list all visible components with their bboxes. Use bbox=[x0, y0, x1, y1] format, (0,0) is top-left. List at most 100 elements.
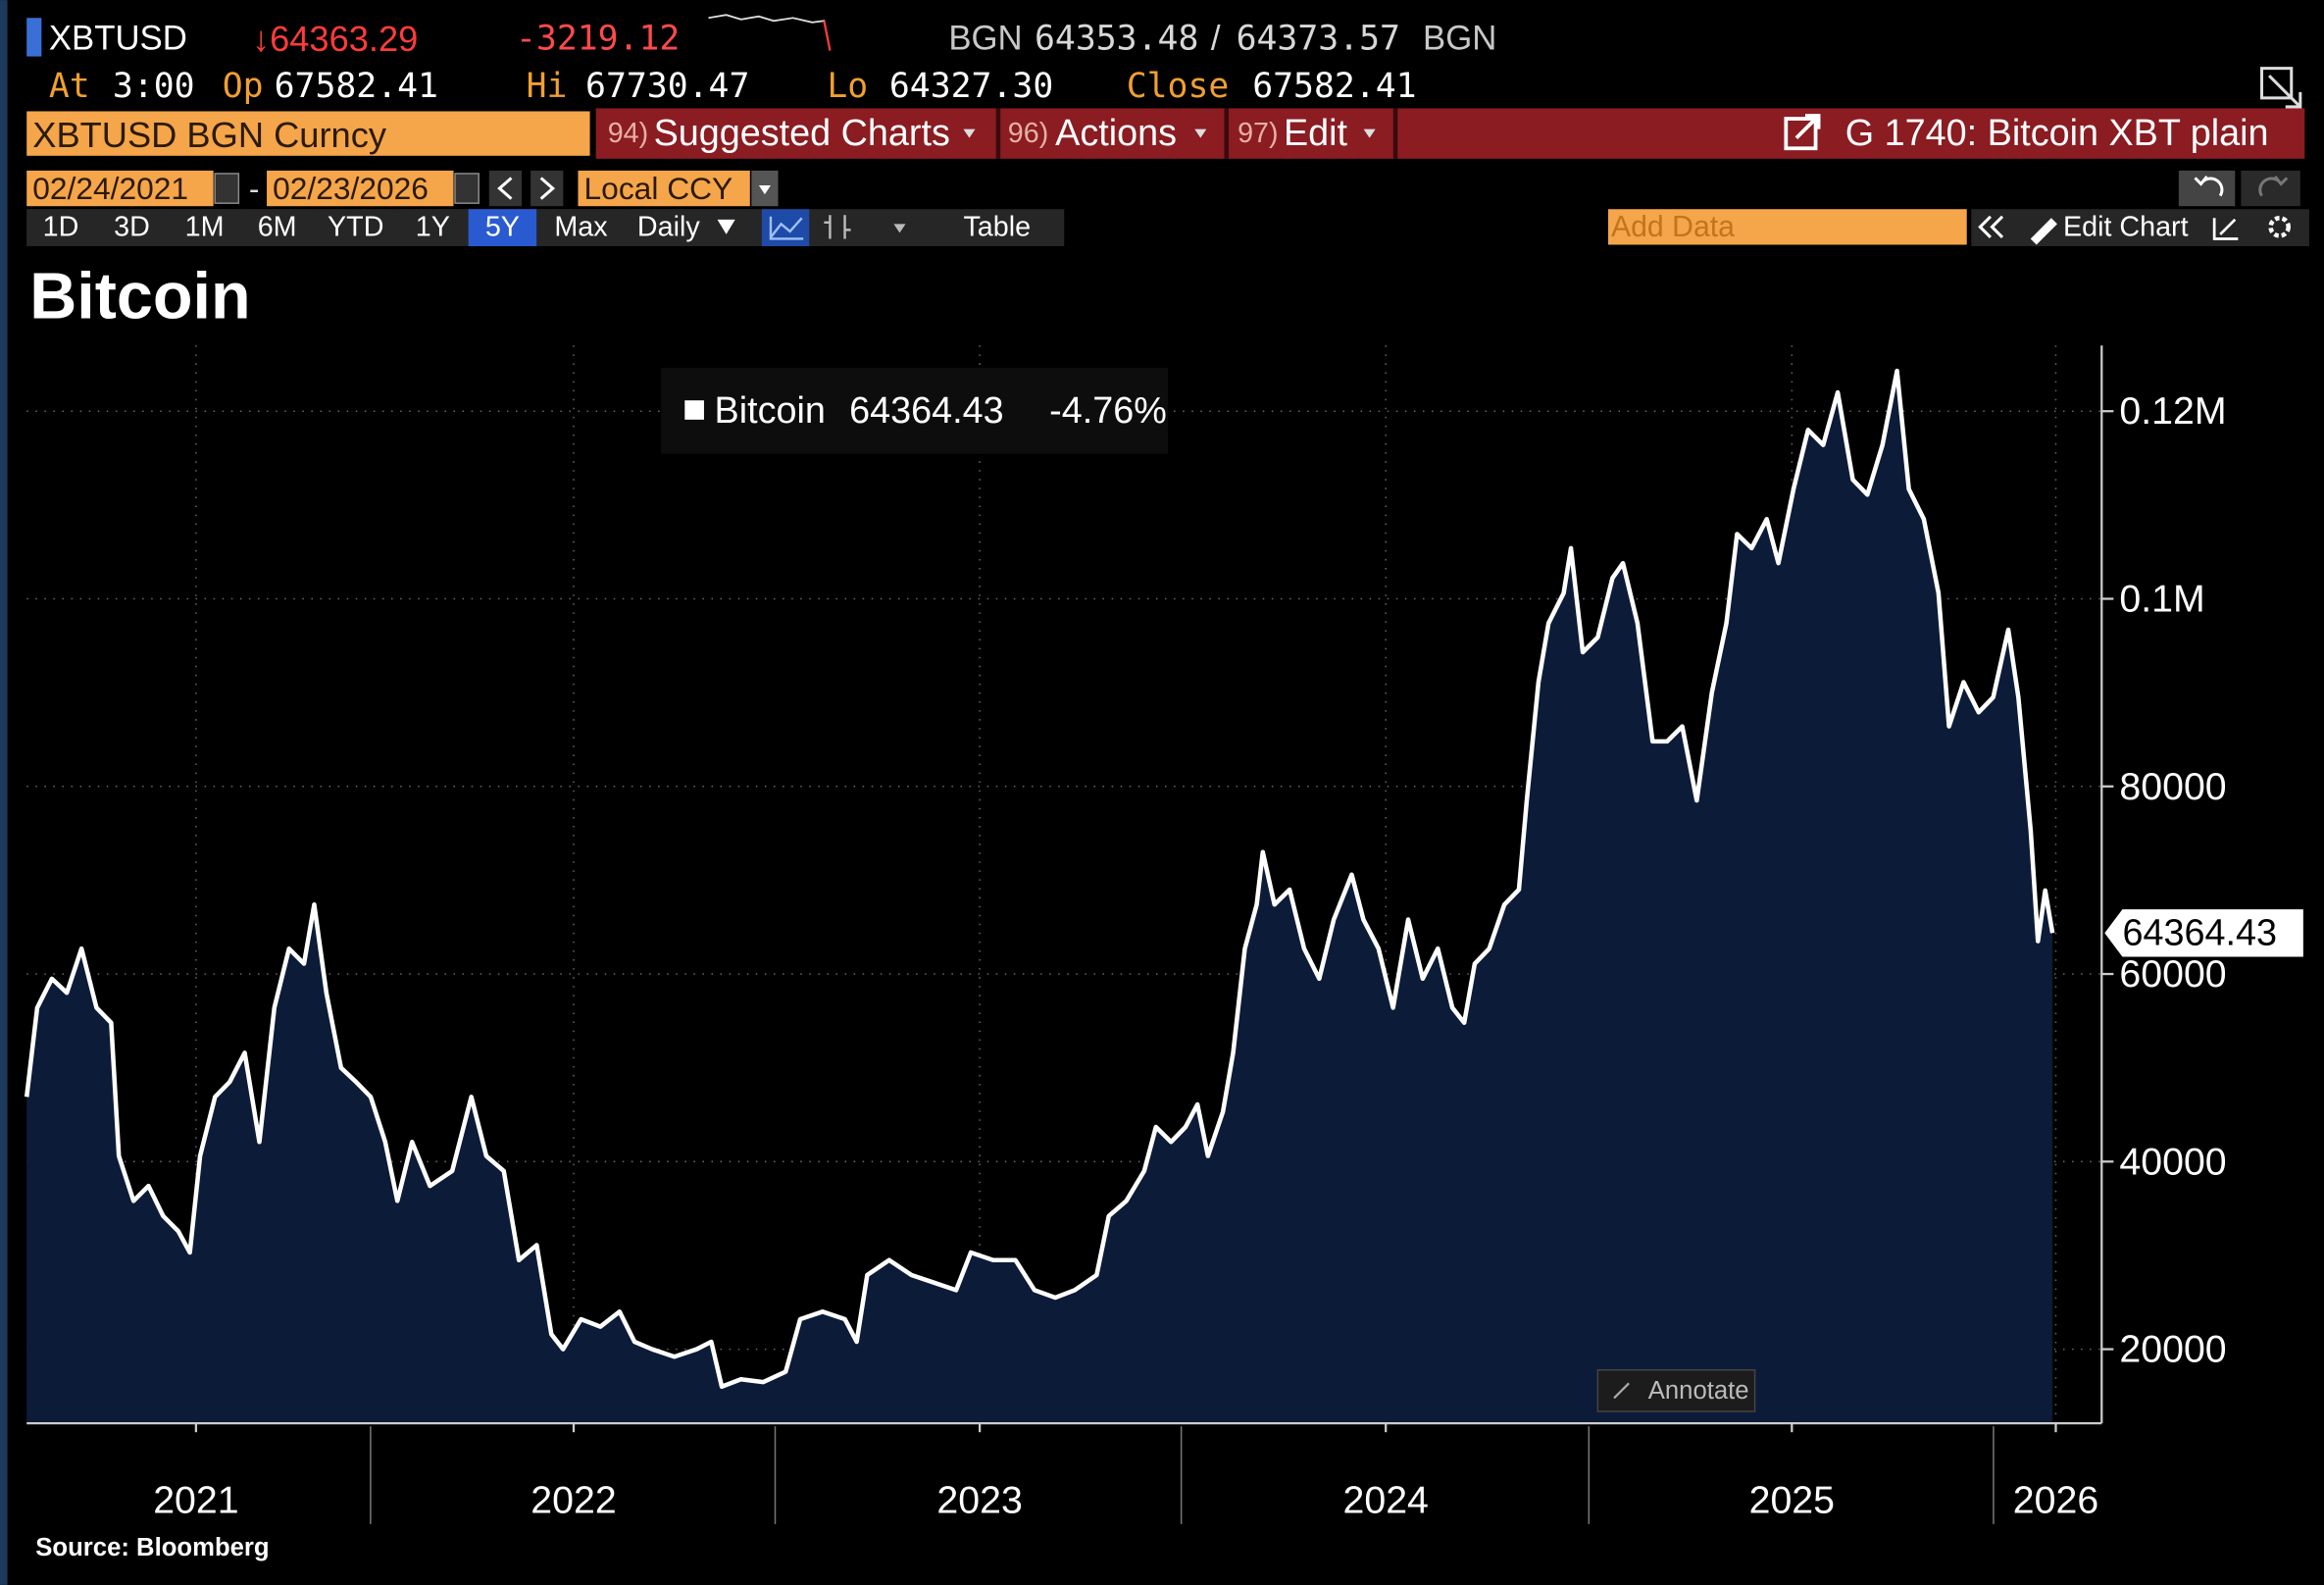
close-label: Close bbox=[1127, 67, 1230, 106]
security[interactable]: XBTUSD BGN Curncy bbox=[32, 115, 387, 155]
period-button[interactable] bbox=[314, 209, 398, 247]
y-tick-label: 20000 bbox=[2119, 1328, 2226, 1371]
annotate-box[interactable] bbox=[1596, 1368, 1756, 1412]
menu-item[interactable]: Edit bbox=[1284, 113, 1348, 154]
last-price-label: 64364.43 bbox=[2122, 912, 2277, 953]
menu-item[interactable]: Actions bbox=[1055, 113, 1177, 154]
settings-icon[interactable] bbox=[2268, 216, 2291, 238]
end-date-box[interactable] bbox=[267, 170, 454, 207]
x-tick-label: 2025 bbox=[1749, 1479, 1835, 1522]
x-tick-label: 2022 bbox=[530, 1479, 616, 1522]
next-arrow[interactable] bbox=[539, 177, 556, 200]
window-edge bbox=[0, 0, 8, 1585]
period-label[interactable]: 1M bbox=[185, 211, 225, 242]
menu-divider bbox=[1224, 108, 1230, 159]
chart-edit-icon[interactable] bbox=[2212, 218, 2239, 240]
link-box[interactable] bbox=[1784, 117, 1818, 151]
dropdown-arrow[interactable] bbox=[1363, 128, 1376, 138]
add-data-box[interactable] bbox=[1607, 209, 1967, 245]
price-line bbox=[24, 368, 2055, 1390]
prev-arrow[interactable] bbox=[497, 177, 513, 200]
dropdown-arrow[interactable] bbox=[758, 185, 771, 195]
period-button[interactable] bbox=[400, 209, 466, 247]
frequency-button[interactable] bbox=[630, 209, 755, 247]
plot bbox=[24, 368, 2055, 1424]
start-date-box[interactable] bbox=[26, 170, 214, 207]
calendar-button[interactable] bbox=[214, 173, 240, 204]
period-label[interactable]: YTD bbox=[328, 211, 383, 242]
menu-number[interactable]: 97) bbox=[1238, 118, 1279, 149]
period-button[interactable] bbox=[242, 209, 312, 247]
separator: / bbox=[1211, 20, 1221, 57]
net-change: -3219.12 bbox=[516, 19, 680, 58]
security-box[interactable] bbox=[26, 111, 590, 156]
legend-swatch bbox=[684, 400, 704, 420]
annotate-label[interactable]: Annotate bbox=[1648, 1377, 1749, 1405]
high: 67730.47 bbox=[585, 67, 749, 106]
prev-button[interactable] bbox=[488, 170, 523, 207]
frequency[interactable]: Daily bbox=[637, 211, 700, 242]
dropdown-arrow[interactable] bbox=[1194, 128, 1207, 138]
next-button[interactable] bbox=[530, 170, 564, 207]
line-chart-icon[interactable] bbox=[769, 216, 804, 240]
period-button[interactable] bbox=[26, 209, 95, 247]
period-label[interactable]: 1D bbox=[43, 211, 79, 242]
collapse-icon[interactable] bbox=[1978, 215, 2004, 239]
end-date[interactable]: 02/23/2026 bbox=[273, 171, 429, 206]
period-button[interactable] bbox=[468, 209, 537, 247]
menu-number[interactable]: 96) bbox=[1008, 118, 1049, 149]
redo-icon[interactable] bbox=[2258, 176, 2289, 197]
period-button[interactable] bbox=[539, 209, 623, 247]
popout-arrow[interactable] bbox=[2268, 75, 2302, 109]
undo-button[interactable] bbox=[2178, 170, 2236, 207]
high-label: Hi bbox=[527, 67, 568, 106]
open-label: Op bbox=[223, 67, 264, 106]
dropdown-arrow[interactable] bbox=[893, 224, 906, 233]
sparkline-drop bbox=[823, 21, 832, 51]
edit-chart[interactable]: Edit Chart bbox=[2063, 211, 2189, 242]
dropdown-arrow[interactable] bbox=[717, 219, 735, 234]
bar-chart-icon[interactable] bbox=[824, 215, 851, 239]
annotate-icon[interactable] bbox=[1613, 1382, 1630, 1400]
start-date[interactable]: 02/24/2021 bbox=[32, 171, 188, 206]
year-separators bbox=[370, 1426, 1995, 1524]
period-label[interactable]: 1Y bbox=[416, 211, 450, 242]
legend-change: -4.76% bbox=[1049, 390, 1167, 432]
last-price-tag bbox=[2104, 909, 2303, 957]
low: 64327.30 bbox=[889, 67, 1053, 106]
page-link-icon[interactable] bbox=[1784, 114, 1821, 151]
bid: 64353.48 bbox=[1035, 19, 1198, 58]
redo-button[interactable] bbox=[2241, 170, 2300, 207]
popout-box[interactable] bbox=[2260, 67, 2294, 100]
y-tick-label: 0.1M bbox=[2119, 578, 2204, 621]
link-arrow[interactable] bbox=[1794, 114, 1821, 140]
dropdown-arrow[interactable] bbox=[963, 128, 976, 138]
period-label[interactable]: 6M bbox=[258, 211, 297, 242]
period-label[interactable]: Max bbox=[554, 211, 608, 242]
period-label[interactable]: 5Y bbox=[485, 211, 520, 242]
low-label: Lo bbox=[827, 67, 868, 106]
add-data[interactable]: Add Data bbox=[1611, 211, 1735, 243]
currency-box[interactable] bbox=[578, 170, 750, 207]
period-button[interactable] bbox=[169, 209, 240, 247]
menu-divider bbox=[995, 108, 1001, 159]
undo-icon[interactable] bbox=[2194, 176, 2224, 197]
legend-label: Bitcoin bbox=[715, 390, 826, 432]
source: Source: Bloomberg bbox=[35, 1534, 269, 1561]
menu-number[interactable]: 94) bbox=[608, 118, 649, 149]
axes: 20000 40000 60000 80000 0.1M 0.12M 2021 2022 202… bbox=[26, 345, 2303, 1522]
table-button[interactable]: Table bbox=[963, 211, 1031, 242]
period-button[interactable] bbox=[97, 209, 167, 247]
date-dash: - bbox=[249, 171, 260, 206]
annotate-button[interactable]: Annotate bbox=[1596, 1368, 1756, 1412]
period-label[interactable]: 3D bbox=[114, 211, 150, 242]
pencil-icon[interactable] bbox=[2030, 218, 2057, 245]
x-tick-label: 2026 bbox=[2013, 1479, 2098, 1522]
calendar-button[interactable] bbox=[454, 173, 480, 204]
menu-item[interactable]: Suggested Charts bbox=[654, 113, 950, 154]
popout-icon[interactable] bbox=[2260, 67, 2302, 109]
currency[interactable]: Local CCY bbox=[584, 171, 733, 206]
page-title[interactable]: G 1740: Bitcoin XBT plain bbox=[1845, 113, 2269, 154]
y-tick-label: 80000 bbox=[2119, 765, 2226, 808]
